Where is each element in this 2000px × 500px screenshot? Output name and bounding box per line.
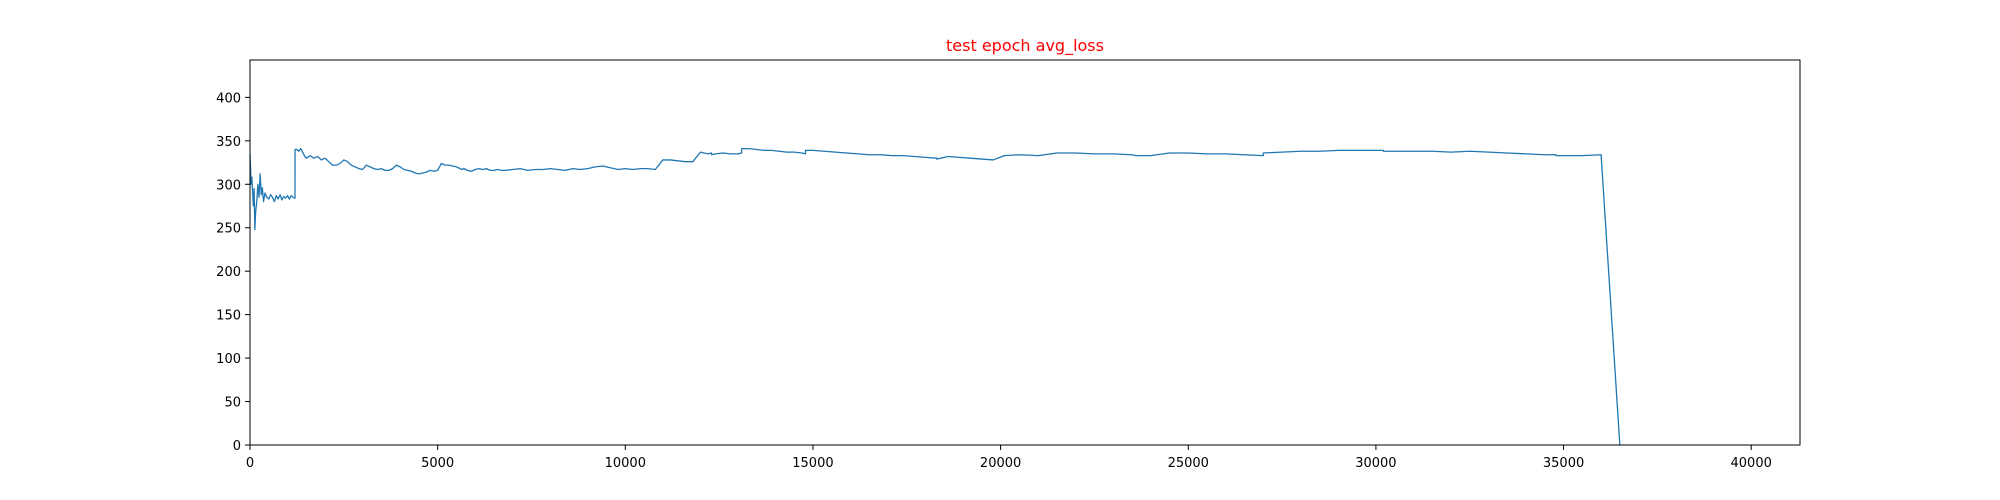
y-tick-label: 150 — [216, 309, 241, 324]
y-tick-label: 350 — [216, 135, 241, 150]
x-tick-label: 25000 — [1168, 456, 1209, 471]
series-line-avg-loss — [249, 148, 1621, 446]
chart-title: test epoch avg_loss — [946, 36, 1104, 56]
y-tick-label: 250 — [216, 222, 241, 237]
x-axis: 0 5000 10000 15000 20000 25000 30000 35000 40000 — [246, 445, 1772, 471]
x-tick-label: 10000 — [605, 456, 646, 471]
x-tick-label: 20000 — [980, 456, 1021, 471]
x-tick-label: 30000 — [1355, 456, 1396, 471]
y-tick-label: 300 — [216, 178, 241, 193]
x-tick-label: 15000 — [792, 456, 833, 471]
y-axis: 0 50 100 150 200 250 300 350 400 — [216, 91, 250, 454]
x-tick-label: 0 — [246, 456, 254, 471]
y-tick-label: 400 — [216, 91, 241, 106]
y-tick-label: 50 — [224, 396, 241, 411]
x-tick-label: 35000 — [1543, 456, 1584, 471]
y-tick-label: 200 — [216, 265, 241, 280]
x-tick-label: 5000 — [421, 456, 454, 471]
x-tick-label: 40000 — [1731, 456, 1772, 471]
y-tick-label: 100 — [216, 352, 241, 367]
plot-area-frame — [249, 59, 1801, 446]
y-tick-label: 0 — [233, 439, 241, 454]
